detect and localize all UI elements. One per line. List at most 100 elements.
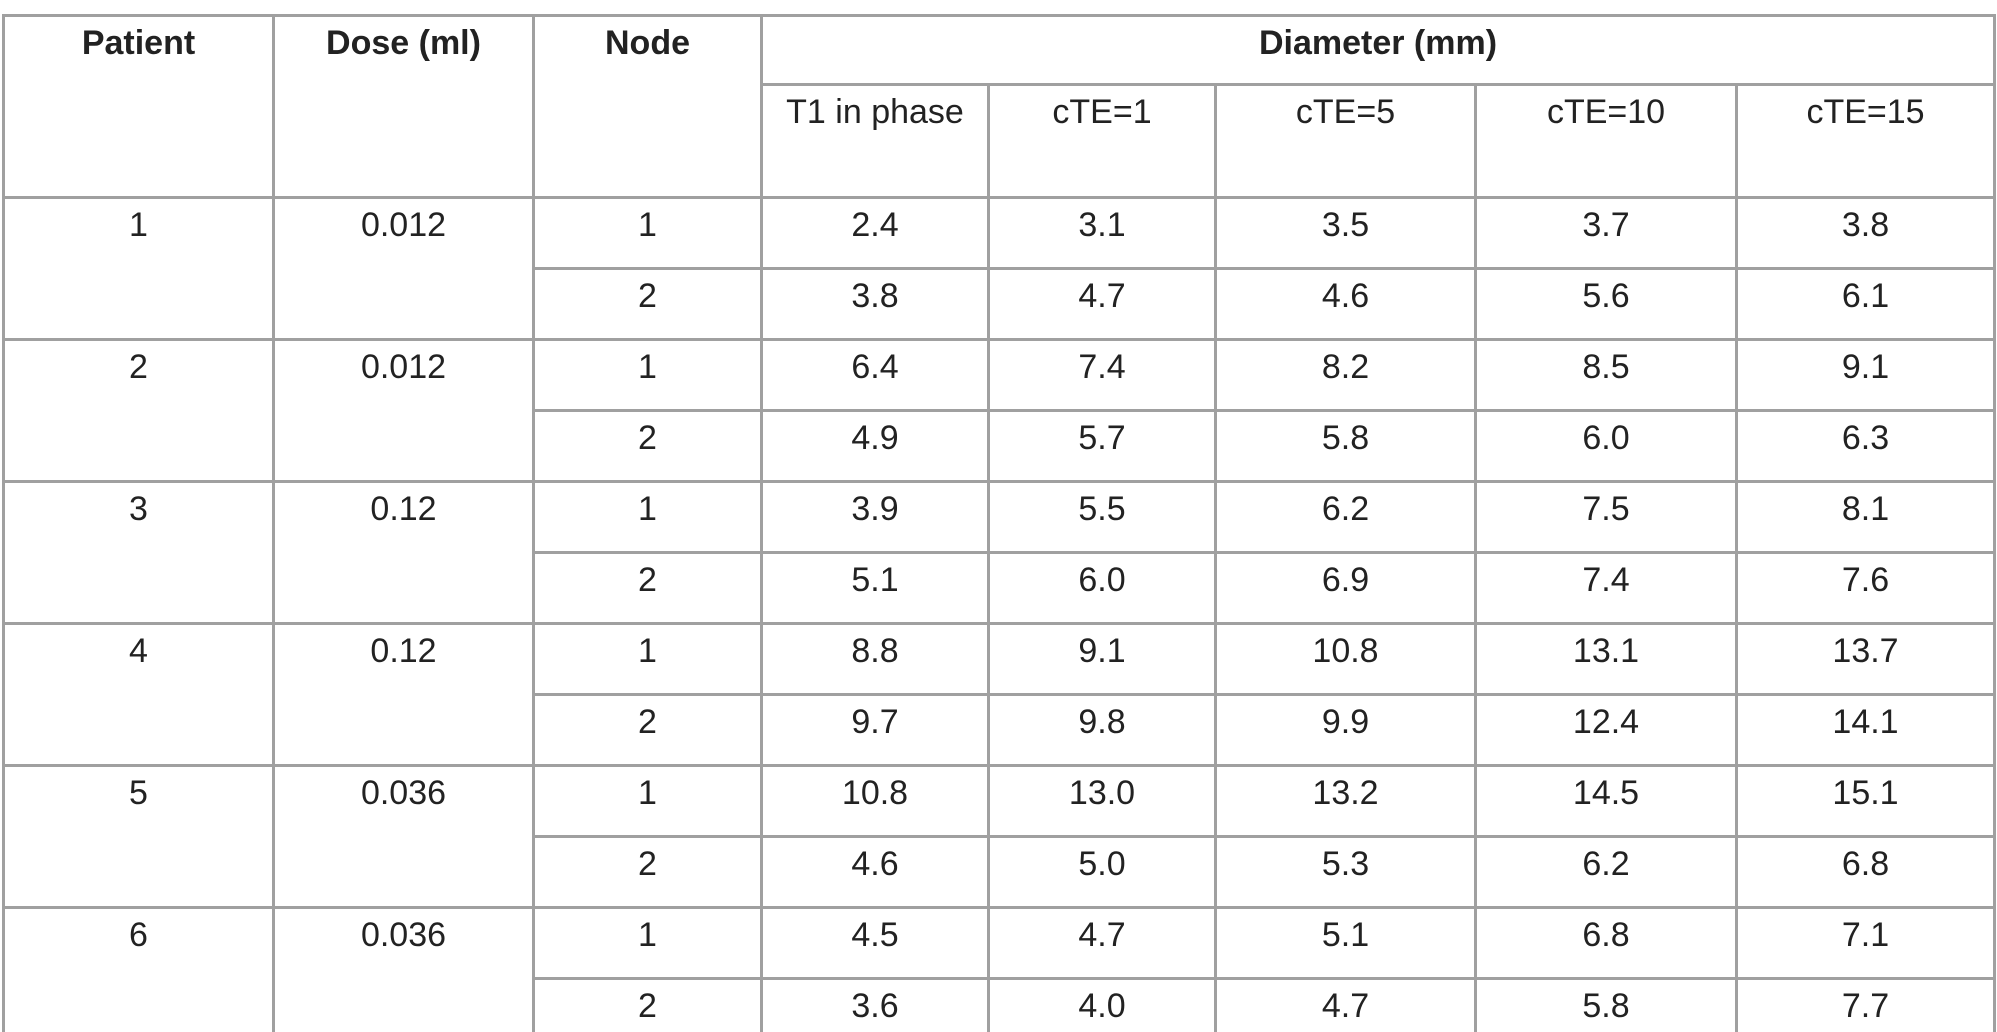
subheader-cell: cTE=15 — [1735, 83, 1996, 199]
node-cell: 2 — [532, 267, 763, 341]
diameter-cell: 14.5 — [1474, 764, 1738, 838]
diameter-cell: 6.2 — [1474, 835, 1738, 909]
table-row: 2 0.012 1 6.4 7.4 8.2 8.5 9.1 — [2, 338, 1996, 483]
diameter-cell: 4.5 — [760, 906, 990, 980]
diameter-cell: 4.7 — [987, 267, 1217, 341]
table-row: 6 0.036 1 4.5 4.7 5.1 6.8 7.1 — [2, 906, 1996, 1032]
header-cell: Dose (ml) — [272, 14, 535, 199]
diameter-cell: 9.8 — [987, 693, 1217, 767]
dose-cell: 0.036 — [272, 906, 535, 1032]
diameter-cell: 3.9 — [760, 480, 990, 554]
diameter-cell: 6.2 — [1214, 480, 1477, 554]
diameter-cell: 4.0 — [987, 977, 1217, 1032]
header-cell: Diameter (mm) — [760, 14, 1996, 86]
diameter-cell: 13.7 — [1735, 622, 1996, 696]
diameter-cell: 6.1 — [1735, 267, 1996, 341]
table-row: 2 3.8 4.7 4.6 5.6 6.1 — [4, 267, 1996, 341]
diameter-cell: 9.7 — [760, 693, 990, 767]
dose-cell: 0.012 — [272, 196, 535, 341]
diameter-cell: 5.7 — [987, 409, 1217, 483]
subheader-cell: cTE=5 — [1214, 83, 1477, 199]
diameter-cell: 5.3 — [1214, 835, 1477, 909]
dose-cell: 0.12 — [272, 622, 535, 767]
node-cell: 1 — [532, 622, 763, 696]
data-table: Patient Dose (ml) Node Diameter (mm) T1 … — [2, 14, 1996, 1032]
diameter-cell: 5.1 — [1214, 906, 1477, 980]
patient-cell: 5 — [2, 764, 275, 909]
diameter-cell: 10.8 — [760, 764, 990, 838]
diameter-cell: 9.1 — [1735, 338, 1996, 412]
patient-cell: 4 — [2, 622, 275, 767]
diameter-cell: 8.1 — [1735, 480, 1996, 554]
diameter-cell: 5.8 — [1214, 409, 1477, 483]
patient-cell: 6 — [2, 906, 275, 1032]
table-row: 1 0.012 1 2.4 3.1 3.5 3.7 3.8 — [2, 196, 1996, 341]
diameter-cell: 6.9 — [1214, 551, 1477, 625]
patient-cell: 1 — [2, 196, 275, 341]
diameter-cell: 4.7 — [1214, 977, 1477, 1032]
diameter-cell: 4.6 — [1214, 267, 1477, 341]
node-cell: 2 — [532, 551, 763, 625]
diameter-cell: 4.7 — [987, 906, 1217, 980]
diameter-cell: 8.5 — [1474, 338, 1738, 412]
diameter-cell: 5.6 — [1474, 267, 1738, 341]
diameter-cell: 9.9 — [1214, 693, 1477, 767]
table-row: 3 0.12 1 3.9 5.5 6.2 7.5 8.1 — [2, 480, 1996, 625]
diameter-cell: 13.2 — [1214, 764, 1477, 838]
diameter-cell: 13.0 — [987, 764, 1217, 838]
diameter-cell: 3.8 — [1735, 196, 1996, 270]
node-cell: 1 — [532, 906, 763, 980]
subheader-cell: T1 in phase — [760, 83, 990, 199]
diameter-cell: 15.1 — [1735, 764, 1996, 838]
diameter-cell: 3.7 — [1474, 196, 1738, 270]
diameter-cell: 5.8 — [1474, 977, 1738, 1032]
node-cell: 1 — [532, 480, 763, 554]
diameter-cell: 6.8 — [1735, 835, 1996, 909]
table-row: 4 0.12 1 8.8 9.1 10.8 13.1 13.7 — [2, 622, 1996, 767]
dose-cell: 0.012 — [272, 338, 535, 483]
diameter-cell: 6.0 — [1474, 409, 1738, 483]
subheader-cell: cTE=10 — [1474, 83, 1738, 199]
diameter-cell: 9.1 — [987, 622, 1217, 696]
diameter-cell: 6.4 — [760, 338, 990, 412]
diameter-cell: 4.9 — [760, 409, 990, 483]
patient-cell: 2 — [2, 338, 275, 483]
diameter-cell: 6.3 — [1735, 409, 1996, 483]
diameter-cell: 5.1 — [760, 551, 990, 625]
diameter-cell: 10.8 — [1214, 622, 1477, 696]
table-row: 2 4.9 5.7 5.8 6.0 6.3 — [4, 409, 1996, 483]
diameter-cell: 12.4 — [1474, 693, 1738, 767]
diameter-cell: 3.5 — [1214, 196, 1477, 270]
diameter-cell: 3.8 — [760, 267, 990, 341]
header-cell: Patient — [2, 14, 275, 199]
dose-cell: 0.12 — [272, 480, 535, 625]
diameter-cell: 8.2 — [1214, 338, 1477, 412]
diameter-cell: 7.4 — [987, 338, 1217, 412]
table-row: 2 5.1 6.0 6.9 7.4 7.6 — [4, 551, 1996, 625]
diameter-cell: 13.1 — [1474, 622, 1738, 696]
header-cell: Node — [532, 14, 763, 199]
diameter-cell: 7.7 — [1735, 977, 1996, 1032]
node-cell: 2 — [532, 835, 763, 909]
diameter-cell: 3.1 — [987, 196, 1217, 270]
diameter-cell: 4.6 — [760, 835, 990, 909]
node-cell: 1 — [532, 338, 763, 412]
diameter-cell: 7.6 — [1735, 551, 1996, 625]
node-cell: 1 — [532, 764, 763, 838]
table-row: 2 4.6 5.0 5.3 6.2 6.8 — [4, 835, 1996, 909]
diameter-cell: 5.5 — [987, 480, 1217, 554]
diameter-cell: 14.1 — [1735, 693, 1996, 767]
patient-cell: 3 — [2, 480, 275, 625]
node-cell: 2 — [532, 977, 763, 1032]
node-cell: 2 — [532, 693, 763, 767]
diameter-cell: 6.8 — [1474, 906, 1738, 980]
diameter-cell: 7.5 — [1474, 480, 1738, 554]
table-row: 2 3.6 4.0 4.7 5.8 7.7 — [4, 977, 1996, 1032]
diameter-cell: 7.4 — [1474, 551, 1738, 625]
diameter-cell: 8.8 — [760, 622, 990, 696]
node-cell: 1 — [532, 196, 763, 270]
diameter-cell: 5.0 — [987, 835, 1217, 909]
diameter-cell: 6.0 — [987, 551, 1217, 625]
diameter-cell: 2.4 — [760, 196, 990, 270]
diameter-cell: 7.1 — [1735, 906, 1996, 980]
